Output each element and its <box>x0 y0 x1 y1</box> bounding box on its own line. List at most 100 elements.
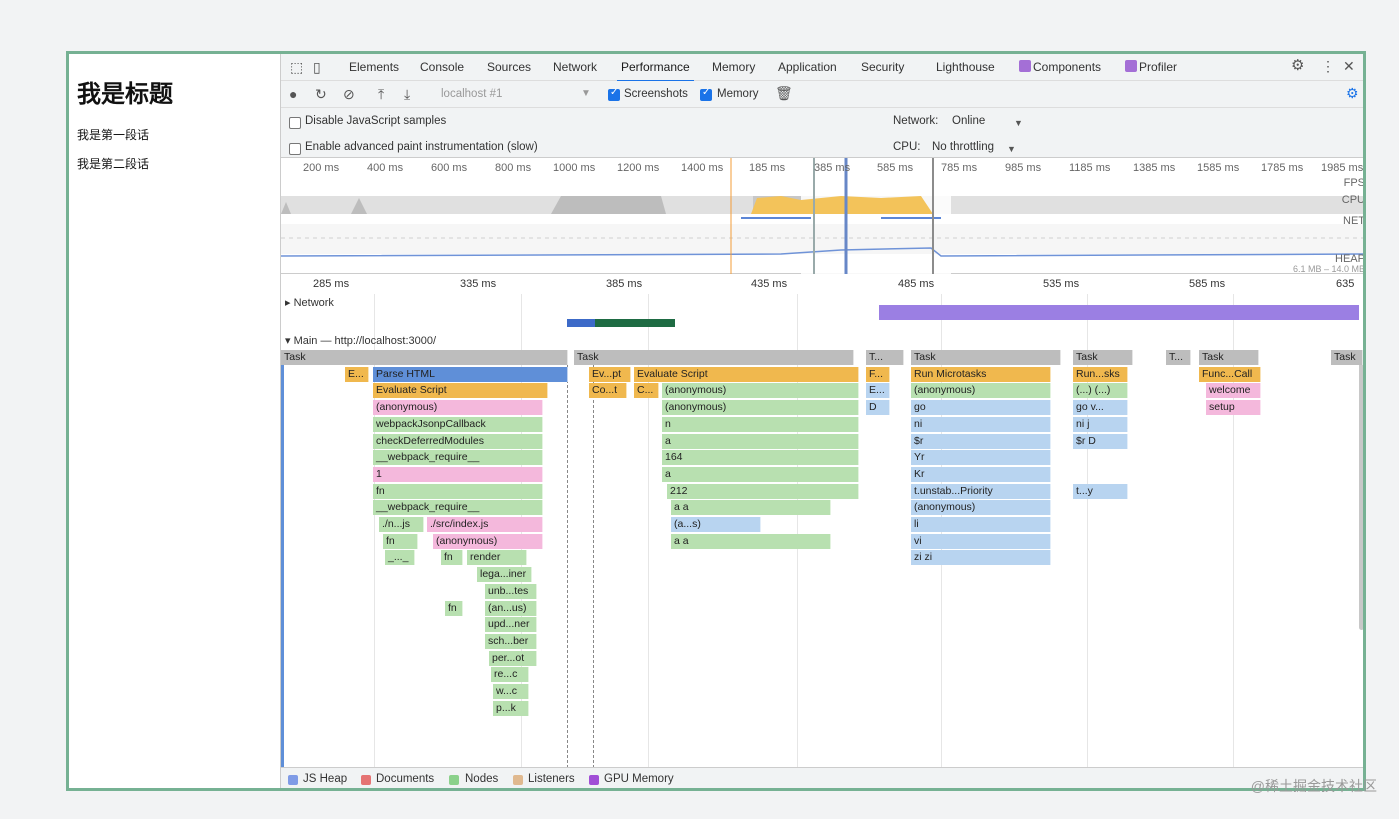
network-request-bar[interactable] <box>879 305 1359 320</box>
flame-frame[interactable]: __webpack_require__ <box>373 500 543 516</box>
flame-frame[interactable]: Co...t <box>589 383 627 399</box>
flame-frame[interactable]: T... <box>866 350 904 365</box>
clear-icon[interactable]: ⊘ <box>343 86 355 102</box>
flame-frame[interactable]: D <box>866 400 890 416</box>
flame-frame[interactable]: upd...ner <box>485 617 537 633</box>
flame-frame[interactable]: Func...Call <box>1199 366 1261 382</box>
flame-frame[interactable]: Evaluate Script <box>373 383 548 399</box>
legend-nodes[interactable]: Nodes <box>465 773 499 785</box>
flame-frame[interactable]: Task <box>1073 350 1133 365</box>
flame-frame[interactable]: ni j <box>1073 416 1128 432</box>
main-track-label[interactable]: ▾ Main — http://localhost:3000/ <box>285 334 436 347</box>
flame-frame[interactable]: welcome <box>1206 383 1261 399</box>
legend-gpu-memory[interactable]: GPU Memory <box>604 773 674 785</box>
upload-icon[interactable]: ⤒ <box>378 86 385 102</box>
profile-select[interactable]: localhost #1 <box>441 88 503 100</box>
flame-frame[interactable]: sch...ber <box>485 633 537 649</box>
flame-frame[interactable]: _..._ <box>385 550 415 566</box>
tab-network[interactable]: Network <box>553 60 598 74</box>
nodes-swatch[interactable] <box>449 775 459 785</box>
gear-icon[interactable]: ⚙ <box>1291 57 1305 74</box>
close-icon[interactable]: ✕ <box>1343 58 1355 74</box>
flame-frame[interactable]: Run Microtasks <box>911 366 1051 382</box>
flame-frame[interactable]: go <box>911 400 1051 416</box>
download-icon[interactable]: ⤓ <box>404 86 411 102</box>
flame-frame[interactable]: li <box>911 517 1051 532</box>
flame-frame[interactable]: w...c <box>493 684 529 699</box>
flame-frame[interactable]: Ev...pt <box>589 366 631 382</box>
more-options-icon[interactable]: ⋮ <box>1321 58 1335 74</box>
js-heap-swatch[interactable] <box>288 775 298 785</box>
flame-frame[interactable]: (anonymous) <box>433 533 543 549</box>
flame-frame[interactable]: unb...tes <box>485 583 537 599</box>
timeline-overview[interactable]: 200 ms 400 ms 600 ms 800 ms 1000 ms 1200 ms 14… <box>281 158 1363 274</box>
flame-frame[interactable]: (anonymous) <box>911 383 1051 399</box>
flame-frame[interactable]: t.unstab...Priority <box>911 483 1051 499</box>
tab-lighthouse[interactable]: Lighthouse <box>936 60 995 74</box>
flame-frame[interactable]: $r D <box>1073 433 1128 449</box>
screenshots-checkbox[interactable] <box>608 87 620 101</box>
flame-frame[interactable]: fn <box>373 483 543 499</box>
flame-frame[interactable]: ./src/index.js <box>427 517 543 532</box>
flame-frame[interactable]: Task <box>574 350 854 365</box>
network-track-label[interactable]: ▸ Network <box>285 296 334 309</box>
flame-frame[interactable]: Task <box>911 350 1061 365</box>
tab-profiler[interactable]: Profiler <box>1139 60 1178 74</box>
vertical-scrollbar[interactable] <box>1359 350 1363 630</box>
flame-frame[interactable]: (...) (...) <box>1073 383 1128 399</box>
flame-frame[interactable]: C... <box>634 383 659 399</box>
flame-frame[interactable]: a <box>662 466 859 482</box>
network-throttle-select[interactable]: Online <box>952 115 986 127</box>
flame-frame[interactable]: Run...sks <box>1073 366 1128 382</box>
flame-frame[interactable]: (an...us) <box>485 600 537 616</box>
flame-frame[interactable]: go v... <box>1073 400 1128 416</box>
flame-frame[interactable]: zi zi <box>911 550 1051 566</box>
documents-swatch[interactable] <box>361 775 371 785</box>
flame-frame[interactable]: n <box>662 416 859 432</box>
flame-frame[interactable]: vi <box>911 533 1051 549</box>
flame-frame[interactable]: Task <box>281 350 568 365</box>
tab-memory[interactable]: Memory <box>712 60 756 74</box>
trash-icon[interactable]: 🗑 <box>775 85 793 101</box>
flame-frame[interactable]: t...y <box>1073 483 1128 499</box>
flame-frame[interactable]: (anonymous) <box>373 400 543 416</box>
flame-frame[interactable]: __webpack_require__ <box>373 450 543 466</box>
flame-frame[interactable]: E... <box>866 383 890 399</box>
legend-documents[interactable]: Documents <box>376 773 435 785</box>
flame-frame[interactable]: checkDeferredModules <box>373 433 543 449</box>
flame-frame[interactable]: Task <box>1199 350 1259 365</box>
legend-listeners[interactable]: Listeners <box>528 773 575 785</box>
flame-frame[interactable]: webpackJsonpCallback <box>373 416 543 432</box>
flame-chart[interactable]: ▸ Network ▾ Main — http://localhost:3000… <box>281 294 1363 768</box>
flame-frame[interactable]: fn <box>445 600 463 616</box>
tab-security[interactable]: Security <box>861 60 905 74</box>
disable-js-samples-checkbox[interactable] <box>289 117 301 129</box>
inspect-element-icon[interactable]: ⬚ <box>290 59 304 75</box>
capture-settings-gear-icon[interactable]: ⚙ <box>1346 85 1359 101</box>
flame-frame[interactable]: (anonymous) <box>662 383 859 399</box>
flame-frame[interactable]: a a <box>671 500 831 516</box>
flame-frame[interactable]: a a <box>671 533 831 549</box>
flame-frame[interactable]: per...ot <box>489 650 537 666</box>
flame-frame[interactable]: p...k <box>493 700 529 716</box>
flame-frame[interactable]: a <box>662 433 859 449</box>
flame-frame[interactable]: Parse HTML <box>373 366 568 382</box>
flame-frame[interactable]: $r <box>911 433 1051 449</box>
flame-frame[interactable]: 164 <box>662 450 859 466</box>
cpu-throttle-select[interactable]: No throttling <box>932 141 995 153</box>
flame-frame[interactable]: ./n...js <box>379 517 424 532</box>
flame-frame[interactable]: Task <box>1331 350 1363 365</box>
flame-frame[interactable]: E... <box>345 366 369 382</box>
flame-frame[interactable]: render <box>467 550 527 566</box>
listeners-swatch[interactable] <box>513 775 523 785</box>
tab-application[interactable]: Application <box>778 60 837 74</box>
record-icon[interactable]: ● <box>289 86 298 102</box>
tab-components[interactable]: Components <box>1033 60 1102 74</box>
tab-performance[interactable]: Performance <box>617 60 694 82</box>
flame-frame[interactable]: fn <box>383 533 418 549</box>
flame-frame[interactable]: T... <box>1166 350 1191 365</box>
reload-record-icon[interactable]: ↻ <box>315 86 327 102</box>
gpu-memory-swatch[interactable] <box>589 775 599 785</box>
flame-frame[interactable]: ni <box>911 416 1051 432</box>
flame-frame[interactable]: re...c <box>491 667 529 683</box>
